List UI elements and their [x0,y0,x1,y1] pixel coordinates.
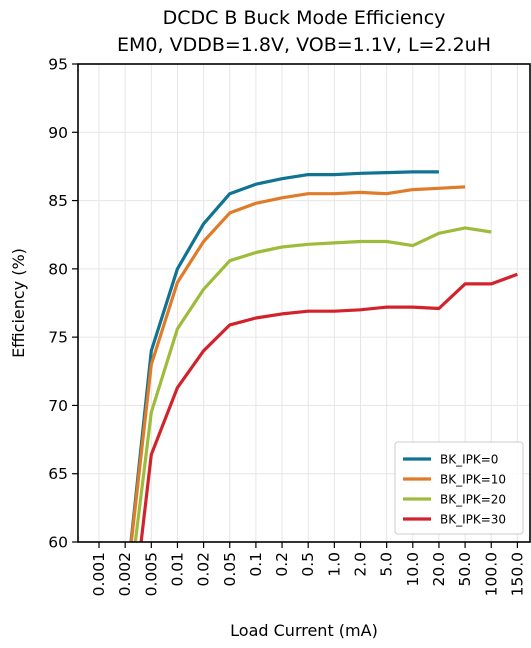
legend-box [394,441,524,535]
legend-label: BK_IPK=10 [440,473,506,487]
series-line-1 [129,185,466,542]
x-tick-label: 2.0 [352,552,370,577]
x-tick-label: 1.0 [325,552,343,577]
series-line-0 [129,170,439,542]
y-axis-ticks: 60 65 70 75 80 85 90 95 [48,56,78,552]
x-tick-label: 0.005 [142,552,160,596]
y-tick-label: 70 [48,397,68,415]
x-tick-label: 10.0 [404,552,422,587]
x-tick-label: 0.002 [116,552,134,596]
x-axis-ticks: 0.001 0.002 0.005 0.01 0.02 0.05 0.1 0.2 0.5 1.0 2… [90,542,526,596]
series-lines [129,170,518,542]
x-tick-label: 0.5 [299,552,317,577]
y-tick-label: 90 [48,124,68,142]
x-tick-label: 0.02 [195,552,213,587]
y-tick-label: 85 [48,192,68,210]
x-tick-label: 0.05 [221,552,239,587]
plot-frame [77,63,531,543]
x-tick-label: 150.0 [508,552,526,596]
series-line-3 [139,272,518,542]
y-tick-label: 80 [48,260,68,278]
chart-title: DCDC B Buck Mode Efficiency [163,7,446,29]
x-tick-label: 5.0 [378,552,396,577]
y-tick-label: 75 [48,329,68,347]
legend-label: BK_IPK=30 [440,513,506,527]
chart-subtitle: EM0, VDDB=1.8V, VOB=1.1V, L=2.2uH [117,34,491,56]
legend: BK_IPK=0 BK_IPK=10 BK_IPK=20 BK_IPK=30 [394,441,524,535]
y-tick-label: 95 [48,56,68,74]
series-line-2 [133,226,492,542]
y-tick-label: 60 [48,534,68,552]
x-tick-label: 100.0 [482,552,500,596]
x-tick-label: 20.0 [430,552,448,587]
legend-label: BK_IPK=0 [440,453,498,467]
y-axis-label: Efficiency (%) [9,248,28,358]
y-tick-label: 65 [48,465,68,483]
x-tick-label: 0.001 [90,552,108,596]
x-axis-label: Load Current (mA) [230,621,378,640]
x-tick-label: 0.2 [273,552,291,577]
legend-label: BK_IPK=20 [440,493,506,507]
x-tick-label: 50.0 [456,552,474,587]
x-tick-label: 0.1 [247,552,265,577]
x-tick-label: 0.01 [168,552,186,587]
